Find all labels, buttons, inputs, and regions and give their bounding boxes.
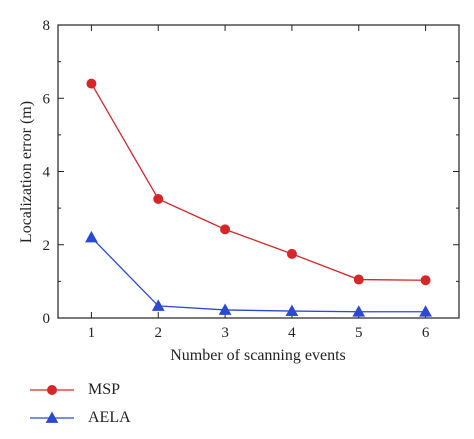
- legend-label-aela: AELA: [88, 409, 131, 426]
- line-chart: 1 2 3 4 5 6 0 2 4 6 8 Number of scanning events Lo…: [18, 18, 460, 364]
- legend-swatch-aela: [30, 411, 74, 423]
- data-point-msp: [420, 275, 431, 286]
- data-point-msp: [220, 224, 231, 235]
- x-tick-label: 3: [221, 325, 229, 341]
- data-point-aela: [419, 305, 432, 317]
- y-tick-label: 0: [43, 311, 51, 327]
- data-point-msp: [286, 248, 297, 259]
- legend-label-msp: MSP: [88, 381, 121, 398]
- plot-area-frame: [57, 24, 460, 319]
- x-tick-label: 6: [422, 325, 430, 341]
- legend-item-msp: MSP: [28, 378, 328, 402]
- series-line-aela: [90, 236, 426, 313]
- legend-item-aela: AELA: [28, 406, 328, 430]
- data-point-msp: [153, 193, 164, 204]
- x-tick-label: 1: [88, 325, 96, 341]
- legend-swatch-msp: [30, 385, 74, 395]
- x-tick-label: 4: [288, 325, 296, 341]
- series-line-msp: [90, 83, 426, 281]
- x-tick-label: 2: [155, 325, 163, 341]
- y-tick-label: 8: [43, 18, 51, 34]
- data-point-aela: [218, 303, 232, 315]
- y-axis-label: Localization error (m): [18, 101, 35, 243]
- data-point-msp: [86, 78, 97, 89]
- data-point-msp: [353, 274, 364, 285]
- data-point-aela: [85, 230, 98, 243]
- x-tick-label: 5: [355, 325, 363, 341]
- x-axis-label: Number of scanning events: [170, 347, 346, 364]
- series-aela: [85, 230, 432, 317]
- data-point-aela: [352, 305, 366, 317]
- data-point-aela: [151, 299, 165, 311]
- legend-marker-msp: [47, 385, 57, 395]
- y-tick-label: 4: [43, 165, 51, 181]
- legend: MSP AELA: [28, 378, 328, 434]
- y-tick-label: 2: [43, 238, 51, 254]
- y-tick-label: 6: [43, 91, 51, 107]
- series-msp: [86, 78, 431, 286]
- legend-marker-aela: [45, 411, 59, 423]
- data-point-aela: [285, 304, 299, 316]
